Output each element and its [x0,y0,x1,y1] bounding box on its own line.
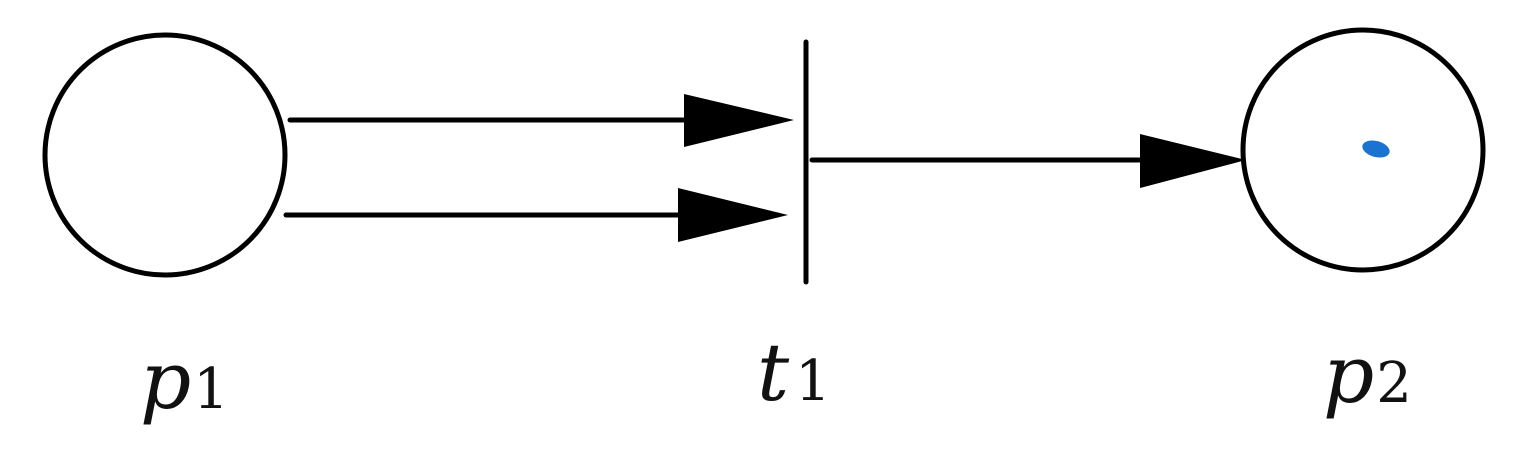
arc-p1-t1-lower[interactable] [283,188,788,242]
place-p1[interactable] [42,32,288,278]
arrowhead-icon [678,188,788,242]
arrowhead-icon [1140,134,1246,188]
arc-p1-t1-upper[interactable] [287,94,794,147]
label-p1: p1 [140,334,229,427]
arc-t1-p2[interactable] [809,134,1246,188]
token-p2 [1362,140,1390,158]
arrowhead-icon [684,94,794,147]
place-p2[interactable] [1240,27,1486,273]
label-p2: p2 [1323,328,1412,421]
